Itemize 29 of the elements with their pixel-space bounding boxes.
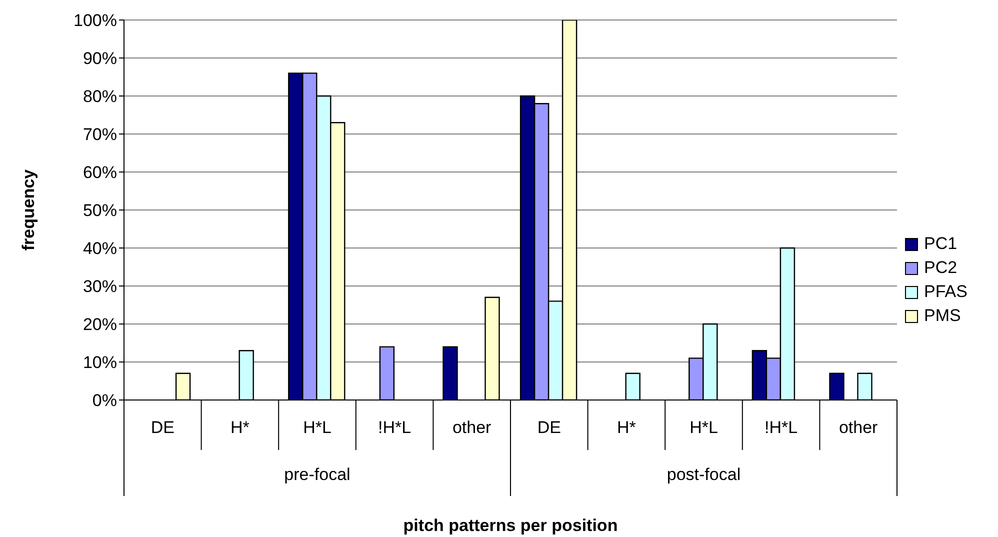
y-tick-label: 80%	[82, 87, 117, 106]
x-tick-label: H*L	[690, 418, 718, 437]
y-tick-label: 50%	[82, 201, 117, 220]
y-tick-label: 10%	[82, 353, 117, 372]
y-tick-label: 30%	[82, 277, 117, 296]
x-tick-label: other	[452, 418, 492, 437]
legend-label: PFAS	[924, 281, 968, 303]
text: pre-focal	[284, 465, 350, 484]
x-tick-label: DE	[537, 418, 561, 437]
x-tick-label: !H*L	[764, 418, 798, 437]
text: post-focal	[666, 465, 741, 484]
y-axis-title: frequency	[19, 168, 38, 251]
x-tick-label: other	[838, 418, 878, 437]
legend-label: PC2	[924, 257, 958, 279]
y-tick-label: 60%	[82, 163, 117, 182]
y-tick-label: 20%	[82, 315, 117, 334]
legend-label: PC1	[924, 233, 958, 255]
x-tick-label: H*	[616, 418, 636, 437]
y-tick-label: 70%	[82, 125, 117, 144]
y-tick-label: 40%	[82, 239, 117, 258]
x-tick-label: !H*L	[378, 418, 412, 437]
y-tick-label: 100%	[74, 11, 117, 30]
x-axis-title: pitch patterns per position	[403, 516, 618, 535]
x-tick-label: DE	[150, 418, 174, 437]
y-tick-label: 0%	[92, 391, 117, 410]
x-tick-label: H*	[230, 418, 250, 437]
y-tick-label: 90%	[82, 49, 117, 68]
x-tick-label: H*L	[303, 418, 332, 437]
legend-label: PMS	[924, 305, 961, 327]
